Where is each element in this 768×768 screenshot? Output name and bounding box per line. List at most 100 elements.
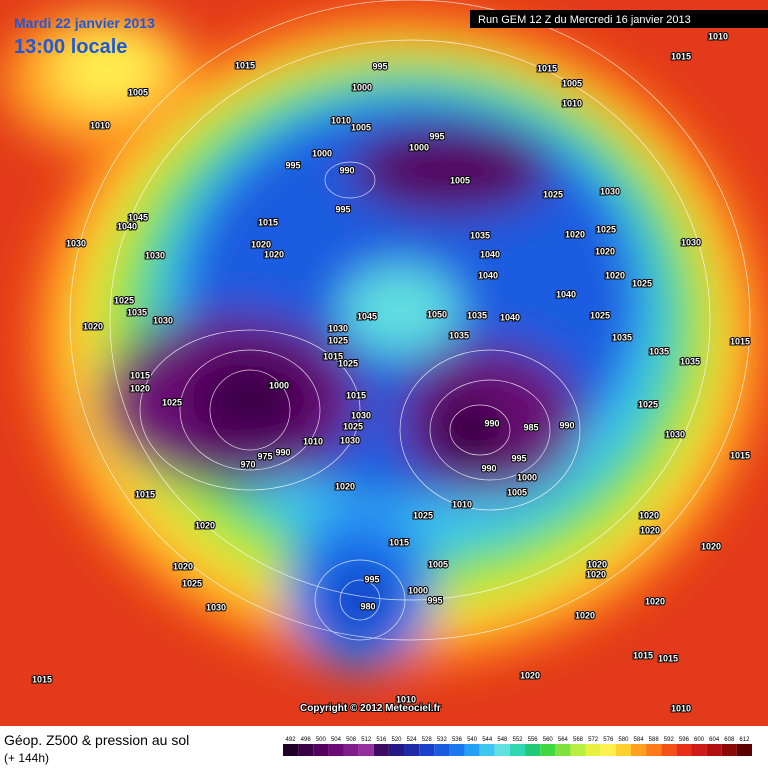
isobar-label: 990 <box>481 463 496 473</box>
isobar-label: 1040 <box>556 289 576 299</box>
isobar-label: 1025 <box>328 335 348 345</box>
scale-label: 528 <box>422 737 433 743</box>
scale-label: 604 <box>709 737 720 743</box>
scale-label: 500 <box>316 737 327 743</box>
scale-swatch <box>540 744 556 756</box>
scale-swatch <box>479 744 495 756</box>
isobar-label: 990 <box>484 418 499 428</box>
isobar-label: 1015 <box>235 60 255 70</box>
isobar-label: 990 <box>339 165 354 175</box>
scale-label: 596 <box>679 737 690 743</box>
scale-label: 548 <box>497 737 508 743</box>
isobar-label: 1035 <box>467 310 487 320</box>
scale-swatch <box>449 744 465 756</box>
isobar-label: 1015 <box>258 217 278 227</box>
isobar-label: 1030 <box>145 250 165 260</box>
scale-swatch <box>313 744 329 756</box>
isobar-label: 995 <box>372 61 387 71</box>
isobar-label: 1030 <box>66 238 86 248</box>
scale-swatch <box>419 744 435 756</box>
isobar-label: 1030 <box>206 602 226 612</box>
isobar-label: 1010 <box>396 694 416 704</box>
scale-swatch <box>721 744 737 756</box>
isobar-label: 975 <box>257 451 272 461</box>
isobar-label: 1015 <box>537 63 557 73</box>
isobar-label: 1020 <box>565 229 585 239</box>
scale-label: 608 <box>724 737 735 743</box>
scale-swatch <box>585 744 601 756</box>
footer-lead: (+ 144h) <box>4 751 49 765</box>
scale-swatch <box>328 744 344 756</box>
isobar-label: 1040 <box>480 249 500 259</box>
scale-label: 516 <box>376 737 387 743</box>
isobar-label: 1025 <box>596 224 616 234</box>
footer-title: Géop. Z500 & pression au sol <box>4 732 189 748</box>
scale-label: 536 <box>452 737 463 743</box>
scale-label: 584 <box>634 737 645 743</box>
scale-swatch <box>600 744 616 756</box>
isobar-label: 1040 <box>117 221 137 231</box>
isobar-label: 1025 <box>182 578 202 588</box>
scale-label: 540 <box>467 737 478 743</box>
isobar-label: 1020 <box>639 510 659 520</box>
scale-swatch <box>570 744 586 756</box>
isobar-label: 1015 <box>389 537 409 547</box>
isobar-label: 995 <box>285 160 300 170</box>
isobar-label: 1005 <box>450 175 470 185</box>
isobar-label: 1020 <box>575 610 595 620</box>
isobar-label: 1025 <box>543 189 563 199</box>
isobar-label: 1025 <box>343 421 363 431</box>
isobar-label: 1015 <box>130 370 150 380</box>
isobar-label: 1020 <box>520 670 540 680</box>
isobar-label: 1020 <box>701 541 721 551</box>
scale-label: 508 <box>346 737 357 743</box>
scale-label: 512 <box>361 737 372 743</box>
time: 13:00 locale <box>14 36 127 58</box>
isobar-label: 1020 <box>251 239 271 249</box>
scale-label: 532 <box>437 737 448 743</box>
isobar-label: 1030 <box>681 237 701 247</box>
isobar-label: 1025 <box>632 278 652 288</box>
isobar-label: 995 <box>511 453 526 463</box>
scale-label: 496 <box>301 737 312 743</box>
scale-swatch <box>615 744 631 756</box>
scale-label: 588 <box>649 737 660 743</box>
isobar-label: 1005 <box>128 87 148 97</box>
isobar-label: 1045 <box>357 311 377 321</box>
scale-swatch <box>358 744 374 756</box>
scale-swatch <box>736 744 752 756</box>
isobar-label: 1030 <box>351 410 371 420</box>
scale-swatch <box>494 744 510 756</box>
isobar-label: 1020 <box>605 270 625 280</box>
scale-swatch <box>404 744 420 756</box>
scale-label: 580 <box>618 737 629 743</box>
isobar-label: 1015 <box>658 653 678 663</box>
isobar-label: 1000 <box>408 585 428 595</box>
scale-label: 520 <box>391 737 402 743</box>
isobar-label: 1010 <box>452 499 472 509</box>
isobar-label: 990 <box>275 447 290 457</box>
scale-swatch <box>298 744 314 756</box>
isobar-label: 1050 <box>427 309 447 319</box>
isobar-label: 1015 <box>730 336 750 346</box>
scale-label: 576 <box>603 737 614 743</box>
isobar-label: 995 <box>427 595 442 605</box>
isobar-label: 1020 <box>640 525 660 535</box>
isobar-label: 1010 <box>708 31 728 41</box>
isobar-label: 1005 <box>507 487 527 497</box>
isobar-label: 1035 <box>649 346 669 356</box>
isobar-label: 1020 <box>195 520 215 530</box>
isobar-label: 1040 <box>500 312 520 322</box>
isobar-label: 1035 <box>470 230 490 240</box>
isobar-label: 1010 <box>303 436 323 446</box>
isobar-label: 995 <box>429 131 444 141</box>
isobar-label: 1000 <box>409 142 429 152</box>
isobar-label: 1005 <box>351 122 371 132</box>
scale-swatch <box>676 744 692 756</box>
isobar-label: 1005 <box>428 559 448 569</box>
isobar-label: 1015 <box>323 351 343 361</box>
isobar-label: 1020 <box>83 321 103 331</box>
isobar-label: 1025 <box>590 310 610 320</box>
scale-swatch <box>373 744 389 756</box>
isobar-label: 1015 <box>633 650 653 660</box>
